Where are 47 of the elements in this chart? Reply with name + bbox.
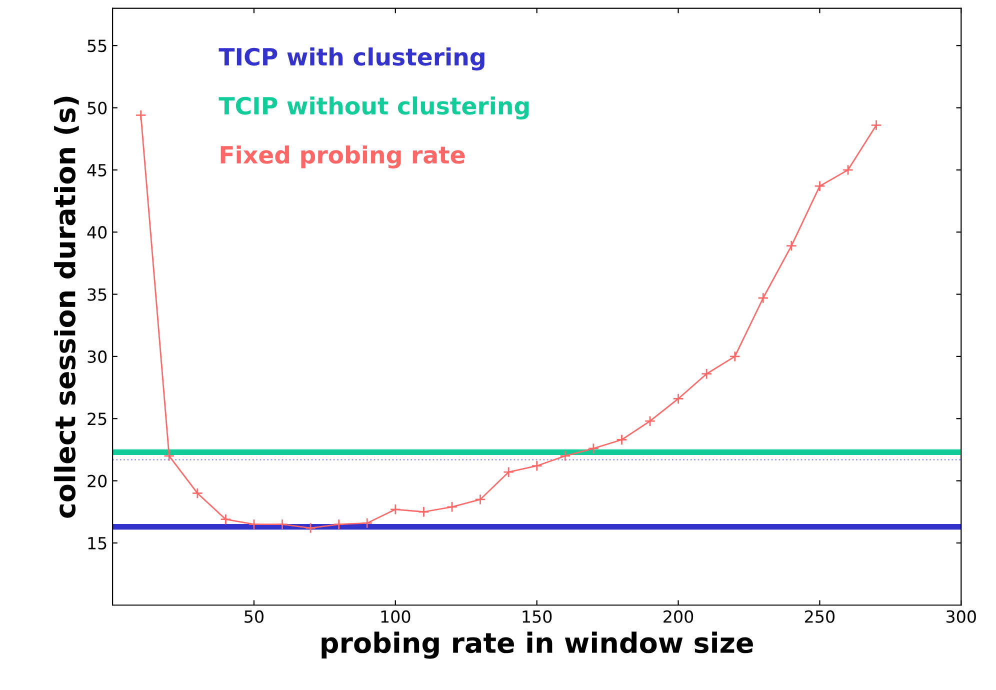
point <box>588 442 599 454</box>
y-tick-label: 30 <box>88 350 107 364</box>
point <box>418 506 430 518</box>
point <box>616 434 628 446</box>
point <box>758 292 769 304</box>
x-tick-label: 50 <box>244 610 264 623</box>
point <box>390 504 401 515</box>
point <box>474 494 486 505</box>
x-tick-label: 250 <box>805 610 835 623</box>
point <box>192 488 203 499</box>
x-tick-label: 150 <box>522 610 552 623</box>
point <box>164 450 175 462</box>
point <box>814 180 826 192</box>
x-tick-label: 300 <box>946 610 976 623</box>
point <box>276 518 288 530</box>
point <box>220 514 232 525</box>
point <box>560 450 571 462</box>
x-tick-label: 200 <box>664 610 694 623</box>
y-tick-label: 55 <box>88 40 106 52</box>
y-tick-label: 25 <box>88 412 106 426</box>
ref-line-label: TICP with clustering <box>218 47 484 70</box>
point <box>870 120 882 131</box>
point <box>304 522 316 534</box>
y-tick-label: 40 <box>87 226 107 239</box>
y-tick-label: 20 <box>88 474 107 488</box>
point <box>672 393 684 404</box>
y-tick-label: 35 <box>88 288 106 301</box>
point <box>531 460 542 472</box>
point <box>701 368 712 380</box>
y-tick-label: 15 <box>88 537 106 550</box>
point <box>362 518 373 529</box>
point <box>248 518 260 530</box>
point <box>729 350 740 362</box>
point <box>333 518 344 530</box>
point <box>644 416 656 427</box>
point <box>786 240 797 252</box>
y-axis-title: collect session duration (s) <box>54 96 79 518</box>
y-tick-label: 45 <box>87 164 106 176</box>
y-tick-label: 50 <box>88 102 107 114</box>
text: Fixed probing rate <box>220 145 465 168</box>
ref-line-label: TCIP without clustering <box>218 96 529 120</box>
point <box>446 501 458 512</box>
x-axis-title: probing rate in window size <box>322 632 753 659</box>
point <box>842 164 854 176</box>
point <box>135 110 146 121</box>
x-tick-label: 100 <box>381 610 410 623</box>
point <box>503 466 514 478</box>
